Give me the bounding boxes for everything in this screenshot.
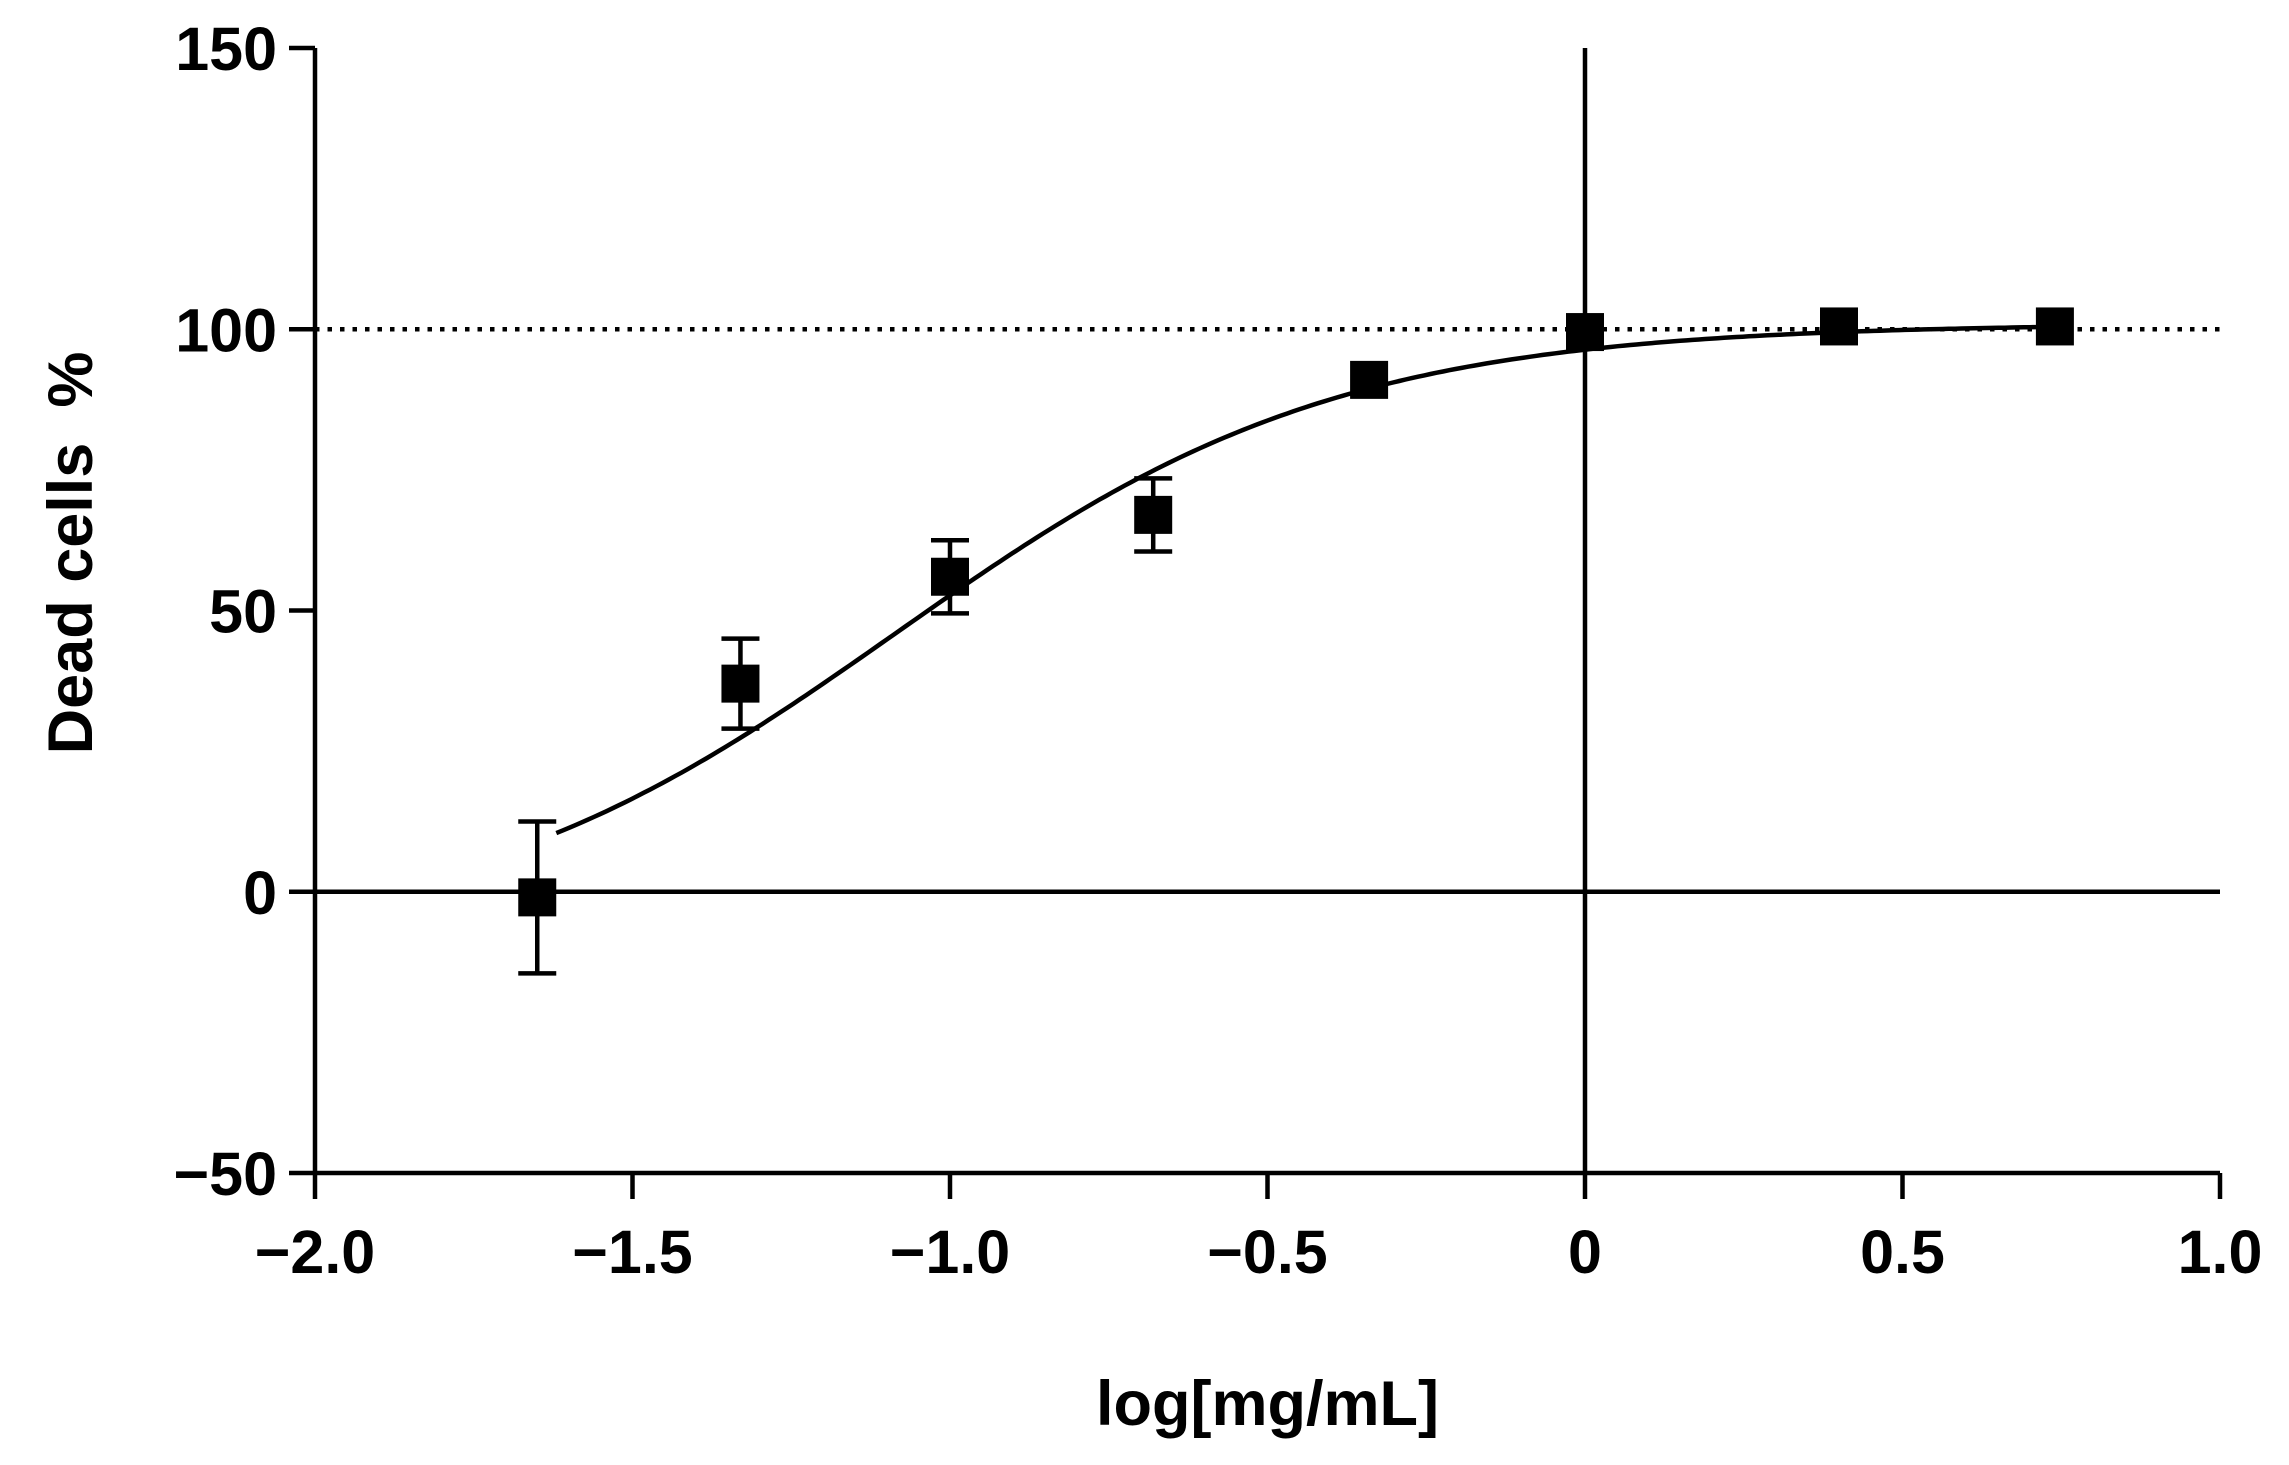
y-tick-label: 50 <box>209 578 277 646</box>
data-point <box>721 664 760 703</box>
reference-lines <box>315 48 2220 1173</box>
data-point <box>1134 495 1173 534</box>
y-tick-label: 0 <box>243 859 277 927</box>
error-bars <box>518 476 1173 976</box>
data-point <box>1566 313 1604 352</box>
y-axis-title: Dead cells % <box>36 352 106 755</box>
x-tick-label: −1.5 <box>572 1218 692 1286</box>
data-point <box>518 878 557 917</box>
y-tick-label: −50 <box>174 1140 277 1208</box>
y-tick-label: 100 <box>175 296 277 364</box>
data-point <box>931 557 969 596</box>
fit-curve <box>555 324 2055 836</box>
y-axis-ticks: −50 0 50 100 150 <box>174 15 315 1208</box>
y-tick-label: 150 <box>175 15 277 83</box>
data-point <box>1350 360 1389 399</box>
x-axis-ticks: −2.0 −1.5 −1.0 −0.5 0 0.5 1.0 <box>255 1173 2263 1286</box>
x-tick-label: −1.0 <box>890 1218 1010 1286</box>
data-point <box>1820 307 1858 346</box>
data-point <box>2035 307 2074 346</box>
x-tick-label: 0.5 <box>1860 1218 1945 1286</box>
x-axis-title: log[mg/mL] <box>1096 1369 1439 1439</box>
axes <box>312 48 2220 1176</box>
data-points <box>518 307 2074 917</box>
x-tick-label: 0 <box>1568 1218 1602 1286</box>
x-tick-label: −0.5 <box>1207 1218 1327 1286</box>
fit-curve-group <box>555 324 2055 836</box>
x-tick-label: −2.0 <box>255 1218 375 1286</box>
x-tick-label: 1.0 <box>2178 1218 2263 1286</box>
